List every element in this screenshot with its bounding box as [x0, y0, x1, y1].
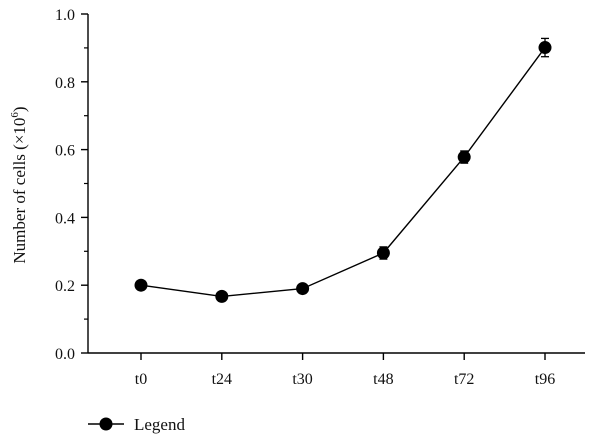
x-tick-label: t24 — [212, 371, 232, 388]
x-tick-label: t0 — [135, 371, 147, 388]
series-line — [140, 47, 546, 298]
x-tick-label: t48 — [373, 371, 393, 388]
y-tick-label: 0.0 — [55, 346, 75, 363]
y-tick-label: 0.8 — [55, 75, 75, 92]
x-tick-label: t96 — [535, 371, 555, 388]
y-tick-label: 0.2 — [55, 278, 75, 295]
y-tick-label: 0.6 — [55, 143, 75, 160]
legend-label: Legend — [134, 415, 185, 434]
series-layer — [134, 37, 552, 303]
legend-marker — [99, 417, 113, 431]
data-point — [376, 246, 390, 260]
data-point — [296, 282, 310, 296]
data-point — [215, 289, 229, 303]
y-axis: 0.0 0.2 0.4 0.6 0.8 1.0 — [55, 7, 89, 363]
data-point — [538, 41, 552, 55]
data-point — [457, 150, 471, 164]
y-tick-label: 0.4 — [55, 210, 75, 227]
x-axis: t0 t24 t30 t48 t72 t96 — [88, 352, 585, 388]
y-tick-label: 1.0 — [55, 7, 75, 24]
data-point — [134, 278, 148, 292]
legend: Legend — [88, 415, 185, 434]
y-axis-title: Number of cells (×106) — [9, 106, 29, 263]
x-tick-label: t30 — [292, 371, 312, 388]
x-tick-label: t72 — [454, 371, 474, 388]
